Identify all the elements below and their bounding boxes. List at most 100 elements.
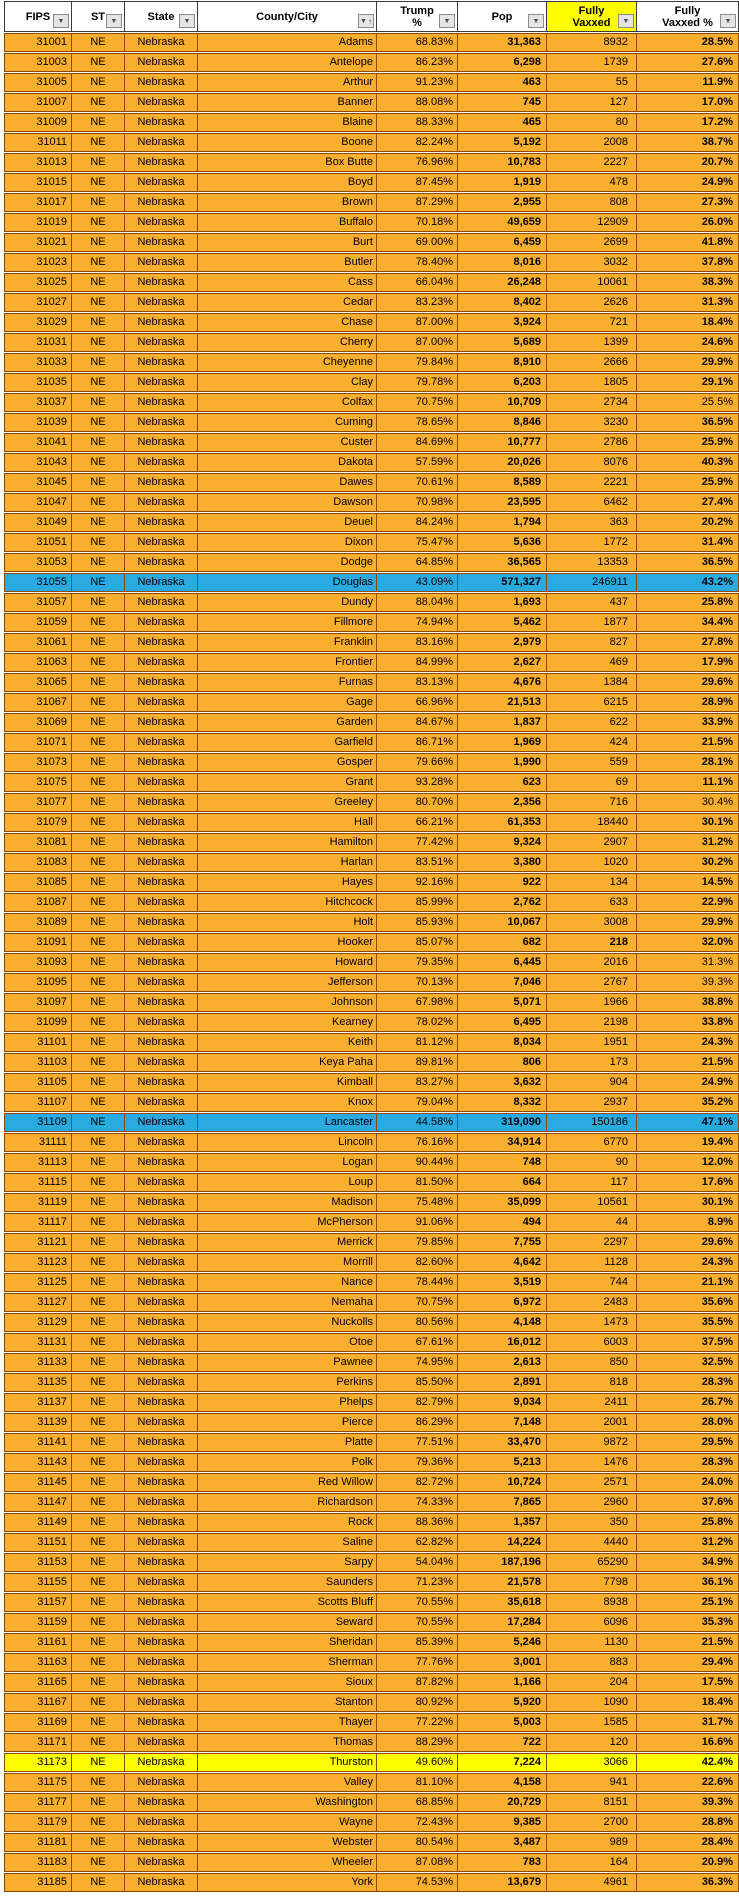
cell-pop[interactable]: 571,327 [458,573,547,592]
filter-dropdown-icon[interactable]: ▼ [53,14,69,28]
cell-county-city[interactable]: Nance [198,1273,377,1292]
cell-fips[interactable]: 31079 [4,813,72,832]
cell-fully-vaxxed[interactable]: 1128 [547,1253,637,1272]
cell-st[interactable]: NE [72,1333,125,1352]
cell-fips[interactable]: 31067 [4,693,72,712]
cell-county-city[interactable]: Butler [198,253,377,272]
cell-county-city[interactable]: Red Willow [198,1473,377,1492]
cell-st[interactable]: NE [72,93,125,112]
cell-pop[interactable]: 465 [458,113,547,132]
cell-fully-vaxxed-pct[interactable]: 20.9% [637,1853,739,1872]
cell-trump-pct[interactable]: 91.23% [377,73,458,92]
cell-pop[interactable]: 8,016 [458,253,547,272]
filter-dropdown-icon[interactable]: ▼ [618,14,634,28]
cell-fully-vaxxed-pct[interactable]: 17.6% [637,1173,739,1192]
cell-fully-vaxxed[interactable]: 478 [547,173,637,192]
column-header-county-city[interactable]: County/City ▼ ↑ [198,1,377,32]
cell-fully-vaxxed-pct[interactable]: 35.5% [637,1313,739,1332]
cell-state[interactable]: Nebraska [125,1353,198,1372]
cell-st[interactable]: NE [72,1673,125,1692]
cell-st[interactable]: NE [72,1353,125,1372]
cell-fully-vaxxed[interactable]: 9872 [547,1433,637,1452]
cell-trump-pct[interactable]: 87.45% [377,173,458,192]
cell-fips[interactable]: 31183 [4,1853,72,1872]
cell-county-city[interactable]: Greeley [198,793,377,812]
cell-fully-vaxxed[interactable]: 218 [547,933,637,952]
cell-pop[interactable]: 5,462 [458,613,547,632]
cell-fully-vaxxed[interactable]: 1399 [547,333,637,352]
cell-st[interactable]: NE [72,1093,125,1112]
cell-fully-vaxxed[interactable]: 1772 [547,533,637,552]
cell-st[interactable]: NE [72,833,125,852]
cell-pop[interactable]: 745 [458,93,547,112]
cell-st[interactable]: NE [72,1013,125,1032]
cell-fips[interactable]: 31071 [4,733,72,752]
filter-dropdown-icon[interactable]: ▼ [439,14,455,28]
cell-fully-vaxxed-pct[interactable]: 41.8% [637,233,739,252]
cell-fully-vaxxed-pct[interactable]: 38.8% [637,993,739,1012]
cell-pop[interactable]: 806 [458,1053,547,1072]
cell-st[interactable]: NE [72,733,125,752]
cell-fully-vaxxed-pct[interactable]: 18.4% [637,1693,739,1712]
cell-pop[interactable]: 36,565 [458,553,547,572]
cell-st[interactable]: NE [72,1113,125,1132]
cell-fips[interactable]: 31111 [4,1133,72,1152]
cell-fully-vaxxed[interactable]: 2666 [547,353,637,372]
cell-fully-vaxxed-pct[interactable]: 11.1% [637,773,739,792]
cell-fully-vaxxed[interactable]: 7798 [547,1573,637,1592]
cell-fully-vaxxed[interactable]: 424 [547,733,637,752]
cell-trump-pct[interactable]: 72.43% [377,1813,458,1832]
cell-state[interactable]: Nebraska [125,1253,198,1272]
cell-state[interactable]: Nebraska [125,573,198,592]
cell-fips[interactable]: 31119 [4,1193,72,1212]
cell-st[interactable]: NE [72,1773,125,1792]
cell-fully-vaxxed[interactable]: 1130 [547,1633,637,1652]
cell-pop[interactable]: 10,724 [458,1473,547,1492]
cell-fully-vaxxed-pct[interactable]: 14.5% [637,873,739,892]
cell-trump-pct[interactable]: 79.04% [377,1093,458,1112]
cell-fully-vaxxed-pct[interactable]: 28.0% [637,1413,739,1432]
cell-trump-pct[interactable]: 57.59% [377,453,458,472]
cell-fully-vaxxed[interactable]: 350 [547,1513,637,1532]
cell-county-city[interactable]: Brown [198,193,377,212]
column-header-fully-vaxxed-pct[interactable]: Fully Vaxxed % ▼ [637,1,739,32]
cell-fully-vaxxed-pct[interactable]: 32.5% [637,1353,739,1372]
cell-county-city[interactable]: Custer [198,433,377,452]
cell-fips[interactable]: 31089 [4,913,72,932]
cell-county-city[interactable]: Douglas [198,573,377,592]
cell-fips[interactable]: 31055 [4,573,72,592]
cell-county-city[interactable]: Garden [198,713,377,732]
cell-state[interactable]: Nebraska [125,1753,198,1772]
cell-fully-vaxxed-pct[interactable]: 37.6% [637,1493,739,1512]
cell-trump-pct[interactable]: 69.00% [377,233,458,252]
cell-st[interactable]: NE [72,1233,125,1252]
cell-fully-vaxxed-pct[interactable]: 31.2% [637,833,739,852]
cell-fully-vaxxed[interactable]: 744 [547,1273,637,1292]
cell-pop[interactable]: 6,203 [458,373,547,392]
cell-state[interactable]: Nebraska [125,53,198,72]
cell-trump-pct[interactable]: 80.54% [377,1833,458,1852]
cell-pop[interactable]: 3,380 [458,853,547,872]
cell-fips[interactable]: 31073 [4,753,72,772]
cell-st[interactable]: NE [72,333,125,352]
cell-fully-vaxxed-pct[interactable]: 24.3% [637,1253,739,1272]
cell-state[interactable]: Nebraska [125,1873,198,1892]
cell-fips[interactable]: 31167 [4,1693,72,1712]
cell-fully-vaxxed-pct[interactable]: 29.1% [637,373,739,392]
cell-trump-pct[interactable]: 92.16% [377,873,458,892]
cell-fully-vaxxed[interactable]: 3032 [547,253,637,272]
cell-trump-pct[interactable]: 85.93% [377,913,458,932]
cell-fully-vaxxed-pct[interactable]: 33.9% [637,713,739,732]
cell-st[interactable]: NE [72,753,125,772]
cell-pop[interactable]: 8,910 [458,353,547,372]
cell-trump-pct[interactable]: 90.44% [377,1153,458,1172]
cell-st[interactable]: NE [72,153,125,172]
cell-fips[interactable]: 31049 [4,513,72,532]
cell-pop[interactable]: 5,920 [458,1693,547,1712]
cell-fully-vaxxed[interactable]: 1384 [547,673,637,692]
cell-county-city[interactable]: Loup [198,1173,377,1192]
cell-pop[interactable]: 5,636 [458,533,547,552]
cell-trump-pct[interactable]: 66.04% [377,273,458,292]
cell-trump-pct[interactable]: 77.76% [377,1653,458,1672]
cell-fully-vaxxed-pct[interactable]: 25.8% [637,1513,739,1532]
